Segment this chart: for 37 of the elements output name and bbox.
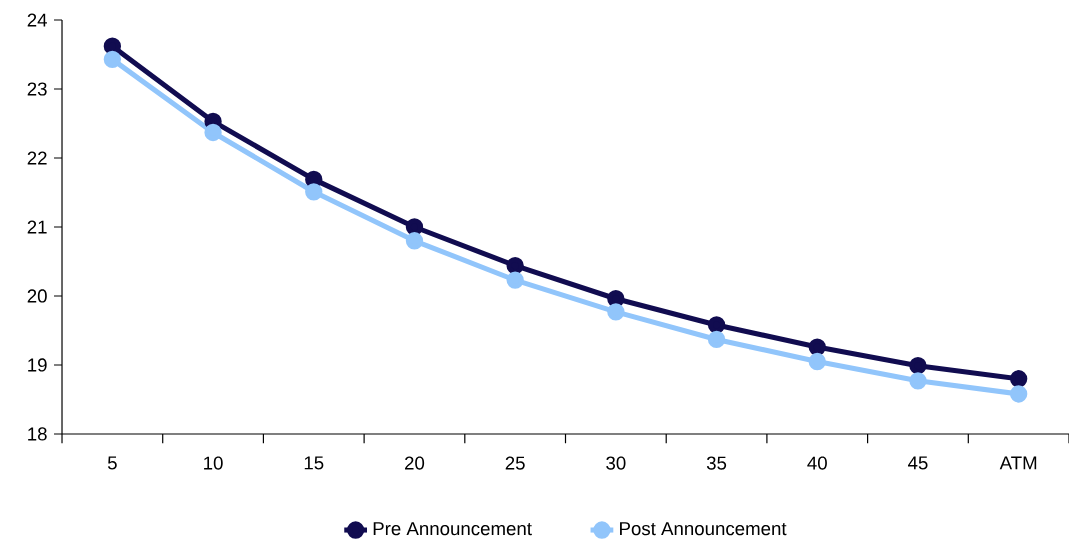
x-tick-label: 15 [304,456,324,470]
point [909,372,927,390]
point [707,330,726,349]
y-tick-label: 22 [27,151,47,165]
y-tick-label: 24 [27,13,47,27]
point [808,352,826,371]
point [204,123,222,142]
point [1009,385,1028,403]
x-tick-label: 45 [907,456,928,470]
x-tick-label: 30 [606,456,626,470]
legend-label: Pre Announcement [373,522,532,536]
y-tick-label: 20 [27,289,47,303]
x-tick-label: 40 [807,456,827,470]
legend-label: Post Announcement [620,522,787,536]
point [707,316,726,334]
x-tick-label: 10 [204,456,223,470]
point [1009,370,1028,388]
x-tick-label: ATM [999,456,1037,470]
point [506,271,524,289]
x-tick-label: 25 [505,456,525,470]
y-tick-label: 21 [27,220,47,234]
point [808,338,826,356]
y-tick-label: 18 [28,427,47,441]
point [103,50,122,68]
point [607,290,625,308]
y-tick-label: 19 [28,358,47,372]
point [405,232,424,250]
point [305,183,323,201]
y-tick-label: 23 [27,82,47,96]
x-tick-label: 20 [405,456,425,470]
point [405,218,424,236]
point [909,357,927,375]
x-tick-label: 5 [107,456,117,470]
x-tick-label: 35 [706,456,727,470]
point [506,256,524,275]
point [607,303,625,321]
point [103,37,122,55]
